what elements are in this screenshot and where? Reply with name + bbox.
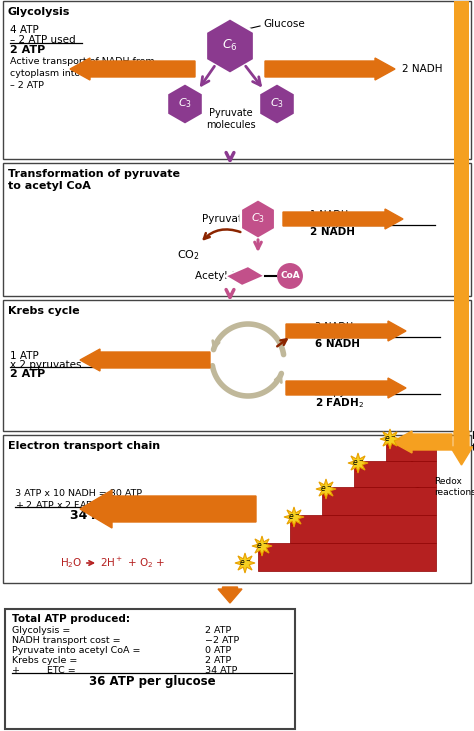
FancyArrow shape xyxy=(450,431,473,465)
Text: −2 ATP: −2 ATP xyxy=(205,636,239,645)
Text: 2 FADH$_2$: 2 FADH$_2$ xyxy=(315,396,364,410)
Text: 2 NADH: 2 NADH xyxy=(402,64,443,74)
Text: x 2 pyruvates: x 2 pyruvates xyxy=(10,360,82,370)
Bar xyxy=(354,461,436,487)
Polygon shape xyxy=(316,479,336,499)
FancyArrow shape xyxy=(265,58,395,80)
Text: 34 ATP: 34 ATP xyxy=(70,509,118,522)
Text: 4 ATP: 4 ATP xyxy=(10,25,39,35)
Text: $e^-$: $e^-$ xyxy=(384,434,396,444)
Polygon shape xyxy=(380,429,400,449)
Text: Redox
reactions: Redox reactions xyxy=(434,477,474,496)
Text: Electron transport chain: Electron transport chain xyxy=(8,441,160,451)
Bar xyxy=(386,439,436,461)
Text: 34 ATP: 34 ATP xyxy=(205,666,237,675)
Text: 6 NADH: 6 NADH xyxy=(315,339,360,349)
FancyArrow shape xyxy=(283,209,403,229)
Text: $e^-$: $e^-$ xyxy=(239,558,251,568)
Text: Active transport of NADH from
cytoplasm into mitochondria:
– 2 ATP: Active transport of NADH from cytoplasm … xyxy=(10,57,155,90)
Bar xyxy=(3,300,471,431)
Text: Pyruvate: Pyruvate xyxy=(201,214,248,224)
Bar xyxy=(258,543,436,571)
Text: 1 NADH: 1 NADH xyxy=(310,210,348,220)
Text: 1 ATP: 1 ATP xyxy=(10,351,39,361)
Text: $e^-$: $e^-$ xyxy=(352,458,364,468)
FancyArrow shape xyxy=(392,431,452,453)
Text: 2 NADH: 2 NADH xyxy=(310,227,355,237)
Polygon shape xyxy=(284,507,304,527)
FancyArrow shape xyxy=(70,58,195,80)
Text: Krebs cycle =: Krebs cycle = xyxy=(12,656,77,665)
Text: +         ETC =: + ETC = xyxy=(12,666,76,675)
Bar xyxy=(3,163,471,296)
Bar xyxy=(454,1,469,431)
Text: – 2 ATP used: – 2 ATP used xyxy=(10,35,76,45)
Text: 36 ATP per glucose: 36 ATP per glucose xyxy=(89,675,215,688)
FancyArrow shape xyxy=(286,321,406,341)
Polygon shape xyxy=(235,553,255,573)
Text: 2 ATP: 2 ATP xyxy=(10,369,45,379)
Text: Pyruvate
molecules: Pyruvate molecules xyxy=(206,108,256,130)
Text: 2H$^+$ + O$_2$ +: 2H$^+$ + O$_2$ + xyxy=(100,556,165,570)
Bar xyxy=(322,487,436,515)
Text: $e^-$: $e^-$ xyxy=(288,512,300,522)
FancyArrow shape xyxy=(80,490,256,528)
Text: Glycolysis =: Glycolysis = xyxy=(12,626,70,635)
Polygon shape xyxy=(167,83,203,125)
Text: $\mathregular{CO_2}$: $\mathregular{CO_2}$ xyxy=(294,326,315,340)
Text: + 2 ATP x 2 FADH$_2$ =   4 ATP: + 2 ATP x 2 FADH$_2$ = 4 ATP xyxy=(15,499,154,512)
Text: 3 NADH: 3 NADH xyxy=(315,322,353,332)
Text: $\mathregular{CO_2}$: $\mathregular{CO_2}$ xyxy=(177,248,200,262)
Text: 1 FADH$_2$: 1 FADH$_2$ xyxy=(315,379,357,393)
Text: x 2 pyruvates: x 2 pyruvates xyxy=(315,387,382,397)
Text: $C_3$: $C_3$ xyxy=(251,211,265,225)
Text: $e^-$: $e^-$ xyxy=(320,484,332,494)
FancyArrow shape xyxy=(218,587,242,603)
Polygon shape xyxy=(241,199,275,239)
Text: Pyruvate into acetyl CoA =: Pyruvate into acetyl CoA = xyxy=(12,646,140,655)
Circle shape xyxy=(276,262,304,290)
Polygon shape xyxy=(206,18,254,74)
Text: Electron carrier
total per glucose:: Electron carrier total per glucose: xyxy=(472,431,474,453)
Text: $e^-$: $e^-$ xyxy=(256,541,268,550)
FancyArrow shape xyxy=(80,349,210,371)
Bar xyxy=(3,435,471,583)
Bar xyxy=(290,515,436,543)
Text: CoA: CoA xyxy=(280,271,300,281)
Text: $C_3$: $C_3$ xyxy=(270,96,284,110)
Text: Glycolysis: Glycolysis xyxy=(8,7,70,17)
Text: Acetyl CoA: Acetyl CoA xyxy=(195,271,252,281)
Text: Krebs cycle: Krebs cycle xyxy=(8,306,80,316)
Text: x 2 pyruvates: x 2 pyruvates xyxy=(315,330,382,340)
Text: NADH transport cost =: NADH transport cost = xyxy=(12,636,120,645)
Text: $\mathregular{H_2O}$: $\mathregular{H_2O}$ xyxy=(60,556,82,570)
Bar xyxy=(3,1,471,159)
Text: 2 ATP: 2 ATP xyxy=(205,626,231,635)
Bar xyxy=(5,609,295,729)
Text: 2 ATP: 2 ATP xyxy=(10,45,45,55)
FancyArrow shape xyxy=(286,378,406,398)
Polygon shape xyxy=(225,266,265,286)
Text: $C_3$: $C_3$ xyxy=(178,96,192,110)
Text: 0 ATP: 0 ATP xyxy=(205,646,231,655)
Polygon shape xyxy=(348,453,368,473)
Text: Total ATP produced:: Total ATP produced: xyxy=(12,614,130,624)
Polygon shape xyxy=(259,83,295,125)
Text: 2 ATP: 2 ATP xyxy=(205,656,231,665)
Text: x 2 pyruvates: x 2 pyruvates xyxy=(310,218,377,228)
Polygon shape xyxy=(252,536,272,556)
Text: Transformation of pyruvate
to acetyl CoA: Transformation of pyruvate to acetyl CoA xyxy=(8,169,180,191)
Text: 3 ATP x 10 NADH = 30 ATP: 3 ATP x 10 NADH = 30 ATP xyxy=(15,489,142,498)
Text: $C_6$: $C_6$ xyxy=(222,37,238,53)
Text: Glucose: Glucose xyxy=(263,19,305,29)
